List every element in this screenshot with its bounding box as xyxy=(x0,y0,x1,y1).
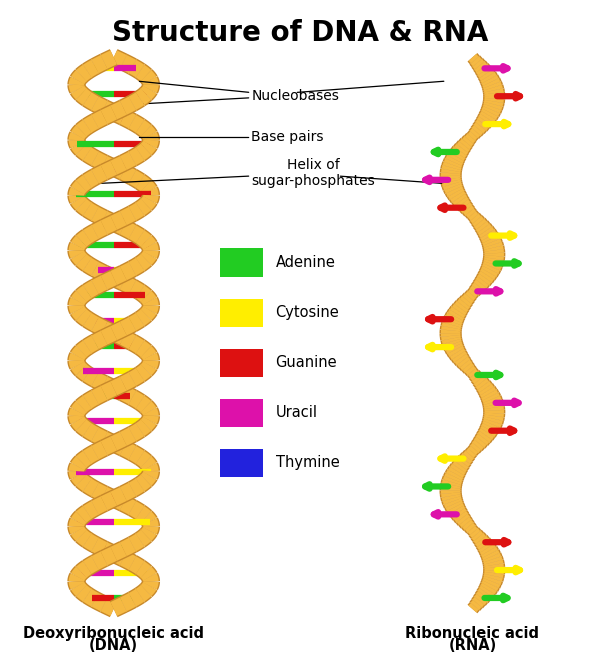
Text: Deoxyribonucleic acid: Deoxyribonucleic acid xyxy=(23,626,204,641)
FancyBboxPatch shape xyxy=(220,349,263,376)
Text: (DNA): (DNA) xyxy=(89,638,138,653)
FancyBboxPatch shape xyxy=(220,248,263,277)
Text: Guanine: Guanine xyxy=(276,355,337,370)
FancyBboxPatch shape xyxy=(220,449,263,477)
Text: Base pairs: Base pairs xyxy=(251,131,324,145)
Text: Ribonucleic acid: Ribonucleic acid xyxy=(405,626,539,641)
Text: (RNA): (RNA) xyxy=(448,638,497,653)
Text: Adenine: Adenine xyxy=(276,255,336,270)
Text: Helix of
sugar-phosphates: Helix of sugar-phosphates xyxy=(251,158,375,188)
Text: Cytosine: Cytosine xyxy=(276,305,339,320)
Text: Uracil: Uracil xyxy=(276,405,317,420)
Text: Nucleobases: Nucleobases xyxy=(251,89,339,102)
Text: Structure of DNA & RNA: Structure of DNA & RNA xyxy=(112,19,489,47)
FancyBboxPatch shape xyxy=(220,298,263,327)
Text: Thymine: Thymine xyxy=(276,455,339,470)
FancyBboxPatch shape xyxy=(220,399,263,427)
